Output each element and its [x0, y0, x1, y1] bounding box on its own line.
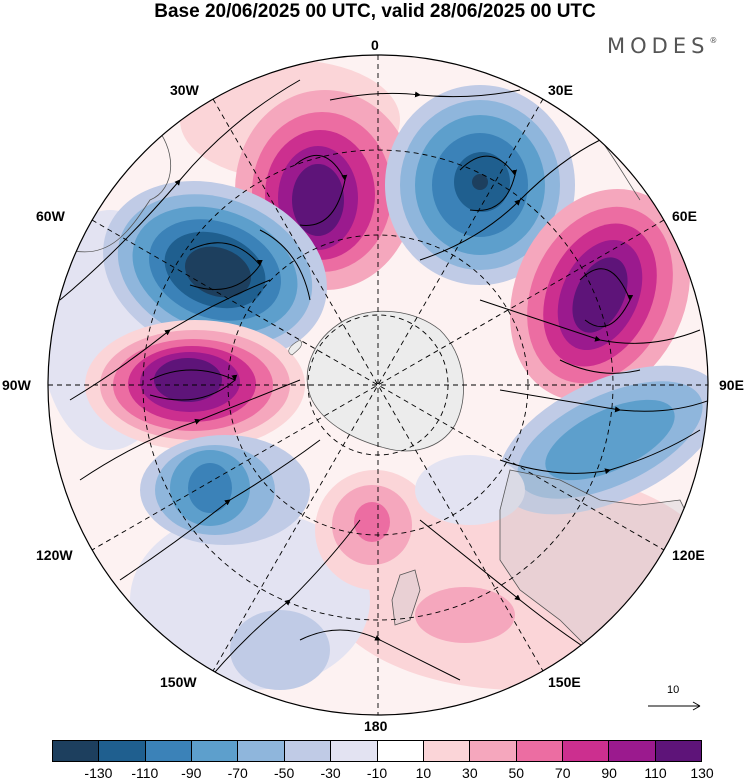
anomaly-negative-northeast [385, 85, 575, 285]
anomaly-pale-blue-ssw [230, 610, 330, 690]
reference-vector-value: 10 [667, 684, 680, 696]
antarctica-landmass [306, 310, 464, 452]
colorbar-swatch-purple [609, 741, 656, 761]
lon-label-60e: 60E [672, 208, 697, 224]
anomaly-positive-east [510, 189, 690, 401]
reference-vector-arrow [648, 701, 701, 711]
polar-map [47, 54, 709, 716]
lon-label-150w: 150W [160, 674, 197, 690]
graticule [48, 55, 708, 715]
lon-label-30e: 30E [548, 82, 573, 98]
lon-label-150e: 150E [548, 674, 581, 690]
colorbar-tick-label: 130 [690, 765, 714, 781]
colorbar-tick-label: -10 [366, 765, 388, 781]
colorbar-tick-label: -130 [84, 765, 113, 781]
lon-label-120e: 120E [672, 547, 705, 563]
brand-logo: MODES® [607, 34, 717, 58]
map-title: Base 20/06/2025 00 UTC, valid 28/06/2025… [154, 1, 596, 22]
colorbar-tick-label: 50 [508, 765, 525, 781]
colorbar-swatch-pale-blue [284, 741, 332, 761]
colorbar-swatch-pink [516, 741, 563, 761]
colorbar [52, 740, 702, 762]
lon-label-60w: 60W [36, 208, 65, 224]
colorbar-swatch-medium-blue [192, 741, 239, 761]
colorbar-swatch-navy [53, 741, 100, 761]
colorbar-ticks: -130 -110 -90 -70 -50 -30 -10 10 30 50 70 90 110 130 [52, 765, 713, 783]
colorbar-swatch-white [377, 741, 424, 761]
wind-streamlines [59, 79, 708, 691]
colorbar-tick-label: 110 [644, 765, 667, 781]
lon-label-90e: 90E [719, 377, 744, 393]
lon-label-30w: 30W [170, 82, 199, 98]
lon-label-180: 180 [364, 718, 388, 734]
colorbar-swatch-dark-purple [655, 741, 702, 761]
map-boundary [47, 54, 709, 716]
new-zealand-landmass [391, 569, 421, 626]
registered-mark: ® [709, 36, 718, 45]
colorbar-swatch-lavender [331, 741, 378, 761]
colorbar-tick-label: 10 [415, 765, 432, 781]
colorbar-swatch-blue [145, 741, 193, 761]
colorbar-swatch-light-pink [470, 741, 517, 761]
lon-label-120w: 120W [36, 547, 73, 563]
antarctic-peninsula [288, 339, 302, 356]
lon-label-90w: 90W [2, 377, 31, 393]
anomaly-lavender-s [415, 455, 525, 525]
colorbar-swatch-light-blue [238, 741, 285, 761]
colorbar-swatch-pale-pink [423, 741, 471, 761]
lon-label-0: 0 [371, 37, 379, 53]
anomaly-positive-south [315, 470, 515, 643]
colorbar-swatch-dark-blue [99, 741, 146, 761]
colorbar-tick-label: -110 [131, 765, 159, 781]
colorbar-tick-label: -50 [274, 765, 295, 781]
colorbar-tick-label: 30 [462, 765, 478, 781]
colorbar-swatch-magenta [562, 741, 610, 761]
colorbar-tick-label: -90 [181, 765, 202, 781]
colorbar-tick-label: -30 [320, 765, 341, 781]
colorbar-tick-label: 70 [554, 765, 571, 781]
brand-name: MODES [607, 34, 710, 58]
colorbar-tick-label: -70 [227, 765, 248, 781]
south-america-coastline [69, 119, 172, 253]
anomaly-negative-southwest [140, 435, 310, 545]
colorbar-tick-label: 90 [601, 765, 617, 781]
